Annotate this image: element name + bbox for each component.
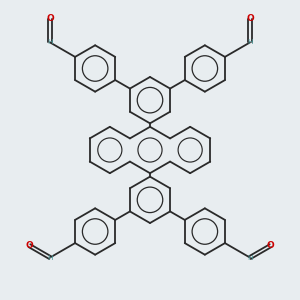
Text: H: H	[47, 39, 53, 45]
Text: H: H	[247, 255, 253, 261]
Text: O: O	[267, 241, 274, 250]
Text: O: O	[26, 241, 33, 250]
Text: O: O	[46, 14, 54, 23]
Text: H: H	[47, 255, 53, 261]
Text: H: H	[247, 39, 253, 45]
Text: O: O	[246, 14, 254, 23]
